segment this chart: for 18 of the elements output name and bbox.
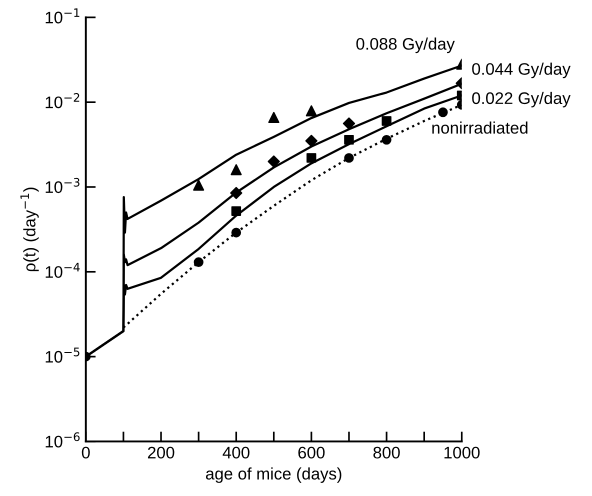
- x-tick-label: 400: [222, 446, 250, 459]
- y-tick-label: 10$^{−2}$: [46, 93, 80, 108]
- series-label: 0.022 Gy/day: [472, 92, 571, 108]
- y-axis-title: ρ(t) (day$^{−1}$): [20, 188, 39, 272]
- y-tick-label: 10$^{−5}$: [46, 348, 80, 363]
- x-tick-label: 200: [148, 446, 174, 459]
- y-tick-label: 10$^{−3}$: [46, 178, 80, 194]
- x-tick-label: 600: [298, 446, 325, 459]
- x-tick-label: 800: [373, 446, 400, 459]
- series-label: nonirradiated: [432, 122, 528, 134]
- x-tick-label: 1000: [444, 446, 480, 459]
- y-tick-label: 10$^{−1}$: [46, 8, 80, 24]
- y-tick-label: 10$^{−4}$: [46, 262, 80, 278]
- x-tick-label: 0: [82, 446, 90, 459]
- x-axis-title: age of mice (days): [206, 467, 342, 483]
- series-label: 0.044 Gy/day: [472, 62, 571, 78]
- y-tick-label: 10$^{−6}$: [46, 432, 80, 448]
- series-label: 0.088 Gy/day: [356, 38, 455, 54]
